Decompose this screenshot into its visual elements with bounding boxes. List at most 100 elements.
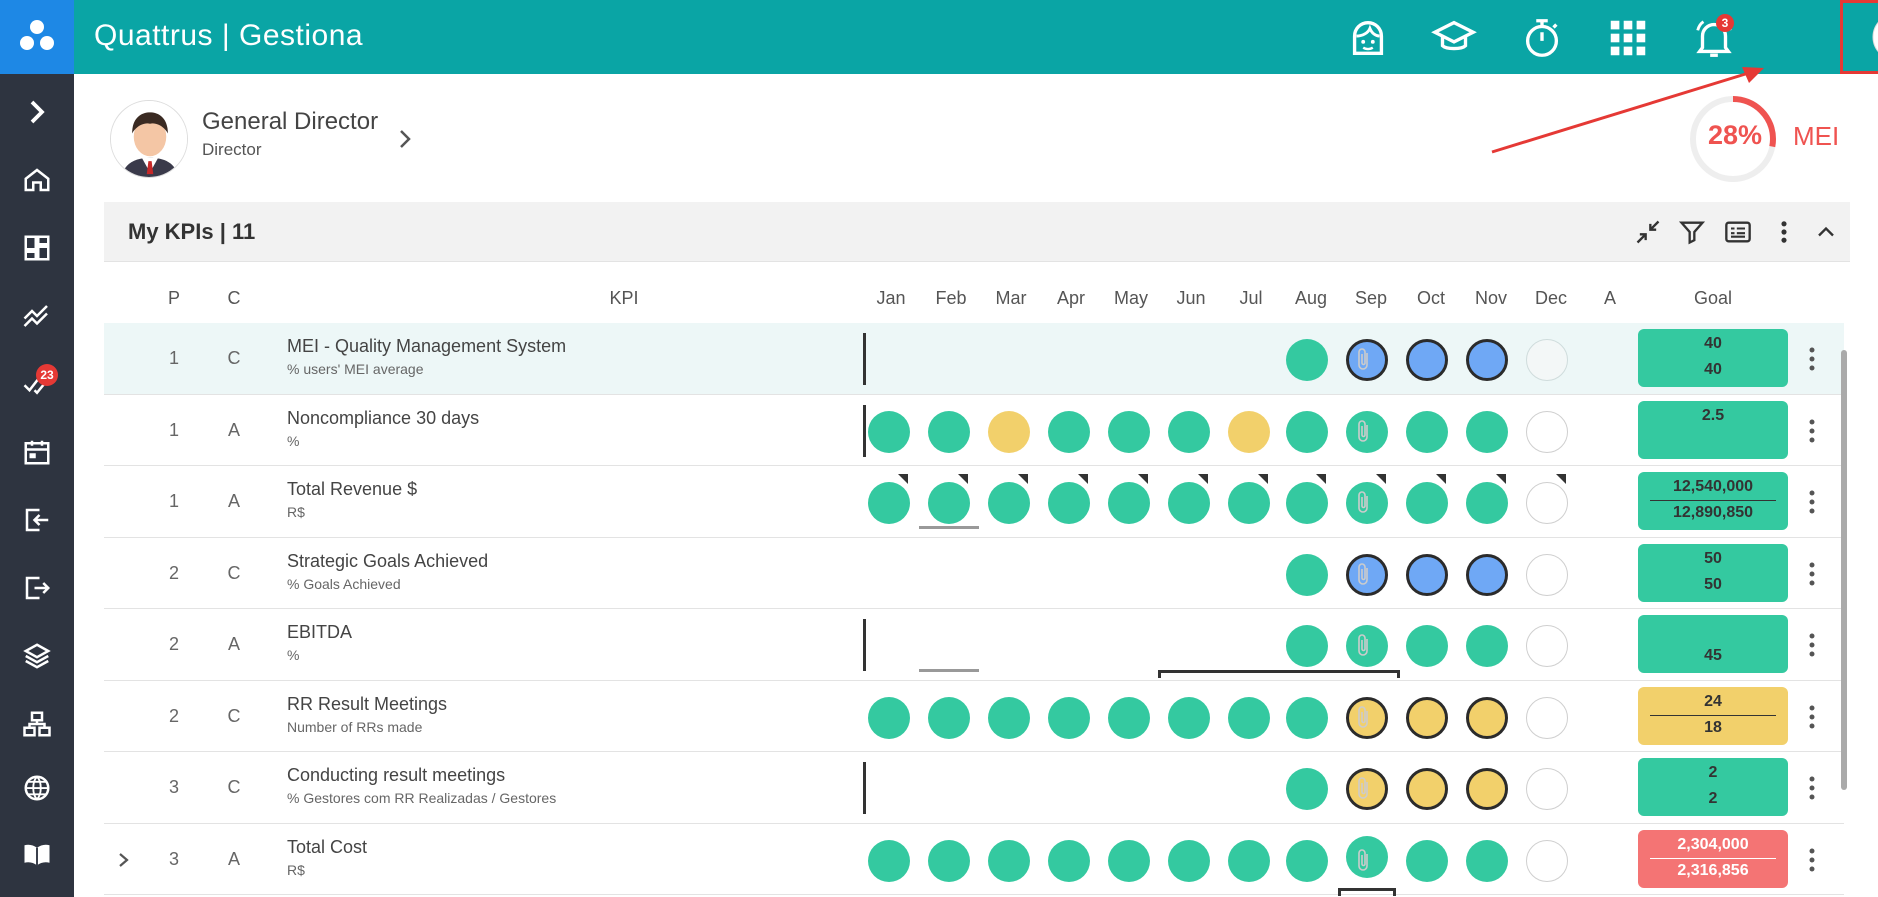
status-dot-apr[interactable] — [1048, 410, 1090, 453]
paperclip-icon[interactable] — [1354, 347, 1374, 373]
more-vertical-icon[interactable] — [1804, 560, 1820, 588]
goal-cell[interactable]: 2 2 — [1638, 758, 1788, 816]
status-dot-feb[interactable] — [928, 696, 970, 739]
status-dot-feb[interactable] — [928, 482, 970, 524]
status-dot-nov[interactable] — [1466, 625, 1508, 667]
kpi-row[interactable]: 2 C Strategic Goals Achieved % Goals Ach… — [104, 538, 1844, 609]
status-dot-nov[interactable] — [1466, 839, 1508, 882]
status-dot-nov[interactable] — [1466, 768, 1508, 810]
status-dot-nov[interactable] — [1466, 482, 1508, 524]
paperclip-icon[interactable] — [1354, 419, 1374, 445]
status-dot-dec[interactable] — [1526, 839, 1568, 882]
status-dot-dec[interactable] — [1526, 696, 1568, 739]
status-dot-jan[interactable] — [868, 839, 910, 882]
more-vertical-icon[interactable] — [1804, 417, 1820, 445]
status-dot-dec[interactable] — [1526, 482, 1568, 524]
status-dot-dec[interactable] — [1526, 339, 1568, 381]
kpi-row[interactable]: 2 C RR Result Meetings Number of RRs mad… — [104, 681, 1844, 752]
status-dot-jul[interactable] — [1228, 696, 1270, 739]
status-dot-apr[interactable] — [1048, 696, 1090, 739]
status-dot-oct[interactable] — [1406, 839, 1448, 882]
sidebar-item-indicators[interactable] — [0, 282, 74, 350]
status-dot-jan[interactable] — [868, 696, 910, 739]
status-dot-nov[interactable] — [1466, 553, 1508, 596]
paperclip-icon[interactable] — [1354, 848, 1374, 874]
more-vertical-icon[interactable] — [1804, 846, 1820, 874]
status-dot-may[interactable] — [1108, 482, 1150, 524]
kpi-name[interactable]: EBITDA — [287, 622, 353, 642]
sidebar-item-logout[interactable] — [0, 554, 74, 622]
status-dot-oct[interactable] — [1406, 553, 1448, 596]
sidebar-item-dashboard[interactable] — [0, 214, 74, 282]
more-vertical-icon[interactable] — [1804, 774, 1820, 802]
goal-cell[interactable]: 50 50 — [1638, 543, 1788, 602]
status-dot-sep[interactable] — [1346, 696, 1388, 739]
status-dot-aug[interactable] — [1286, 696, 1328, 739]
status-dot-may[interactable] — [1108, 696, 1150, 739]
status-dot-mar[interactable] — [988, 410, 1030, 453]
status-dot-jan[interactable] — [868, 410, 910, 453]
kpi-row[interactable]: 2 A EBITDA % 45 — [104, 609, 1844, 681]
status-dot-mar[interactable] — [988, 696, 1030, 739]
status-dot-aug[interactable] — [1286, 553, 1328, 596]
expand-sidebar-button[interactable] — [0, 78, 74, 146]
status-dot-nov[interactable] — [1466, 339, 1508, 381]
status-dot-feb[interactable] — [928, 410, 970, 453]
kpi-name[interactable]: Conducting result meetings — [287, 765, 506, 785]
paperclip-icon[interactable] — [1354, 490, 1374, 516]
kpi-name[interactable]: RR Result Meetings — [287, 693, 448, 714]
kpi-name[interactable]: Strategic Goals Achieved — [287, 550, 489, 571]
kpi-name[interactable]: Total Cost — [287, 836, 368, 857]
kpi-row[interactable]: 1 A Total Revenue $ R$ 12,540,000 — [104, 466, 1844, 538]
sidebar-item-org-chart[interactable] — [0, 690, 74, 758]
status-dot-mar[interactable] — [988, 482, 1030, 524]
status-dot-aug[interactable] — [1286, 410, 1328, 453]
status-dot-aug[interactable] — [1286, 768, 1328, 810]
status-dot-jun[interactable] — [1168, 410, 1210, 453]
status-dot-oct[interactable] — [1406, 696, 1448, 739]
sidebar-item-manual[interactable] — [0, 820, 74, 888]
sidebar-item-tasks[interactable]: 23 — [0, 350, 74, 418]
kpi-name[interactable]: MEI - Quality Management System — [287, 336, 567, 356]
paperclip-icon[interactable] — [1354, 776, 1374, 802]
status-dot-dec[interactable] — [1526, 768, 1568, 810]
status-dot-jul[interactable] — [1228, 839, 1270, 882]
status-dot-jan[interactable] — [868, 482, 910, 524]
status-dot-oct[interactable] — [1406, 625, 1448, 667]
training-button[interactable] — [1428, 12, 1480, 64]
paperclip-icon[interactable] — [1354, 562, 1374, 588]
paperclip-icon[interactable] — [1354, 705, 1374, 731]
chevron-right-icon[interactable] — [114, 848, 134, 872]
collapse-all-button[interactable] — [1632, 216, 1664, 248]
more-vertical-icon[interactable] — [1804, 703, 1820, 731]
app-logo[interactable] — [0, 0, 74, 74]
goal-cell[interactable]: 45 — [1638, 615, 1788, 673]
status-dot-feb[interactable] — [928, 839, 970, 882]
status-dot-apr[interactable] — [1048, 482, 1090, 524]
section-menu-button[interactable] — [1768, 216, 1800, 248]
notifications-button[interactable]: 3 — [1688, 12, 1740, 64]
status-dot-nov[interactable] — [1466, 410, 1508, 453]
goal-cell[interactable]: 2.5 — [1638, 400, 1788, 459]
status-dot-jun[interactable] — [1168, 696, 1210, 739]
paperclip-icon[interactable] — [1354, 633, 1374, 659]
view-button[interactable] — [1722, 216, 1754, 248]
status-dot-aug[interactable] — [1286, 339, 1328, 381]
apps-button[interactable] — [1602, 12, 1654, 64]
status-dot-jun[interactable] — [1168, 482, 1210, 524]
status-dot-jul[interactable] — [1228, 410, 1270, 453]
goal-cell[interactable]: 40 40 — [1638, 329, 1788, 387]
filter-button[interactable] — [1676, 216, 1708, 248]
more-vertical-icon[interactable] — [1804, 345, 1820, 373]
sidebar-item-home[interactable] — [0, 146, 74, 214]
status-dot-apr[interactable] — [1048, 839, 1090, 882]
goal-cell[interactable]: 24 18 — [1638, 686, 1788, 745]
sidebar-item-layers[interactable] — [0, 622, 74, 690]
status-dot-mar[interactable] — [988, 839, 1030, 882]
kpi-name[interactable]: Noncompliance 30 days — [287, 407, 480, 428]
support-button[interactable] — [1342, 12, 1394, 64]
profile-avatar[interactable] — [110, 100, 188, 178]
user-avatar-button[interactable] — [1840, 0, 1878, 74]
status-dot-oct[interactable] — [1406, 339, 1448, 381]
kpi-row[interactable]: 1 C MEI - Quality Management System % us… — [104, 323, 1844, 395]
